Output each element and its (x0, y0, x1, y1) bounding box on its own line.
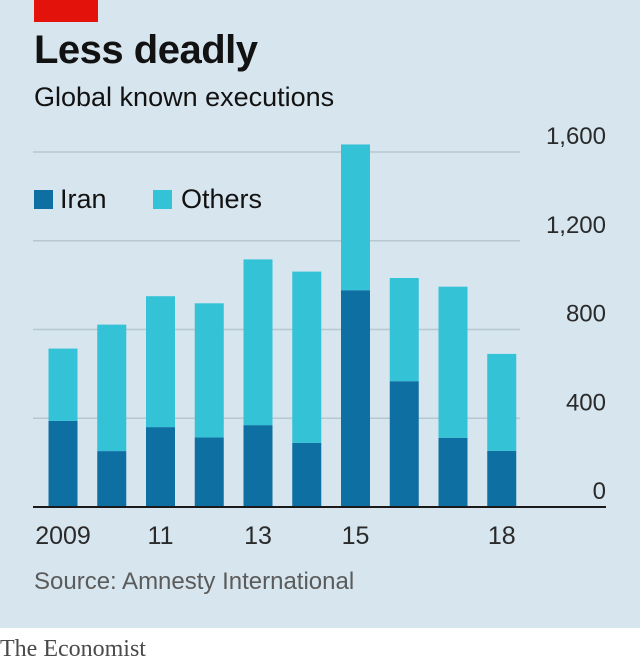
bar-iran-2009 (48, 420, 78, 507)
x-tick-label: 2009 (35, 522, 91, 550)
bar-others-2012 (194, 303, 224, 438)
chart-panel: Less deadly Global known executions 0 400… (0, 0, 640, 628)
axes: 0 400 800 1,200 1,600 2009 11 13 15 18 (33, 123, 606, 550)
bar-others-2016 (389, 278, 419, 382)
y-tick-label: 800 (566, 301, 606, 328)
legend: Iran Others (34, 184, 262, 214)
stacked-bar-chart: 0 400 800 1,200 1,600 2009 11 13 15 18 Iran Others (33, 123, 606, 550)
bar-others-2011 (146, 296, 175, 428)
bar-iran-2012 (194, 437, 224, 507)
bar-others-2009 (48, 348, 78, 421)
x-tick-label: 11 (148, 522, 174, 550)
bar-others-2015 (341, 144, 370, 291)
y-tick-label: 400 (566, 389, 606, 416)
source-note: Source: Amnesty International (34, 568, 355, 595)
chart-title: Less deadly (34, 28, 258, 72)
bar-iran-2015 (341, 290, 370, 507)
bar-others-2017 (438, 286, 468, 438)
bar-others-2018 (487, 353, 517, 451)
bar-iran-2010 (97, 451, 127, 507)
bar-others-2013 (243, 259, 273, 426)
bar-iran-2011 (146, 427, 175, 507)
y-tick-label: 0 (593, 478, 606, 505)
x-tick-label: 13 (244, 522, 272, 550)
x-tick-label: 15 (342, 522, 370, 550)
legend-label-others: Others (181, 184, 262, 214)
chart-subtitle: Global known executions (34, 82, 335, 112)
y-tick-label: 1,200 (546, 212, 606, 239)
bar-iran-2017 (438, 437, 468, 507)
publisher-brand: The Economist (0, 636, 146, 662)
y-tick-label: 1,600 (546, 123, 606, 150)
x-tick-label: 18 (488, 522, 516, 550)
bar-iran-2013 (243, 425, 273, 507)
legend-label-iran: Iran (60, 184, 107, 214)
bar-iran-2018 (487, 450, 517, 507)
bar-others-2014 (292, 271, 322, 443)
bar-iran-2014 (292, 442, 322, 507)
legend-swatch-others (153, 190, 172, 209)
bars (48, 144, 517, 507)
legend-swatch-iran (34, 190, 53, 209)
bar-others-2010 (97, 324, 127, 452)
brand-red-tag (34, 0, 98, 22)
bar-iran-2016 (389, 381, 419, 507)
